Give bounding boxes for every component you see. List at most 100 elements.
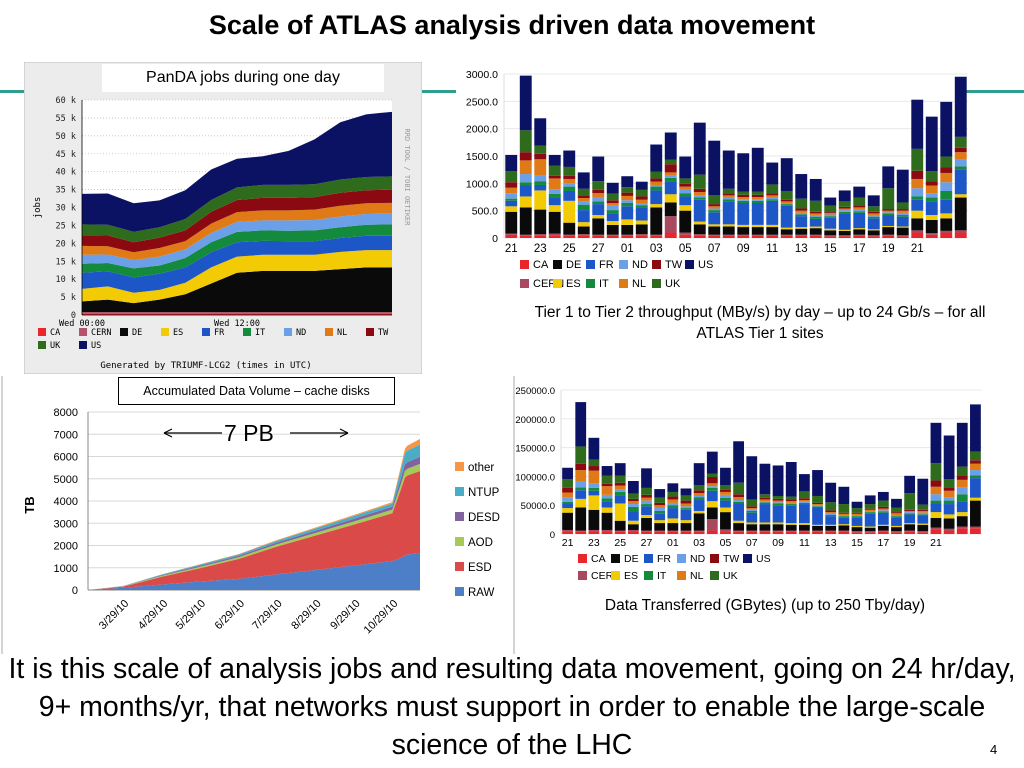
transfer-bar-cern <box>667 530 679 532</box>
tier1-x-tick-label: 05 <box>679 243 692 255</box>
transfer-bar-tw <box>614 482 626 486</box>
transfer-bar-tw <box>904 509 916 511</box>
tier1-bar-de <box>751 227 764 235</box>
tier1-bar-nl <box>795 210 808 213</box>
transfer-legend-label-nl: NL <box>690 570 704 582</box>
tier1-bar-tw <box>679 183 692 187</box>
transfer-bar-us <box>720 467 731 486</box>
tier1-bar-fr <box>809 218 822 227</box>
transfer-bar-uk <box>746 499 758 507</box>
tier1-bar-nd <box>737 199 750 201</box>
tier1-bar-nl <box>896 210 909 213</box>
tier1-bar-uk <box>838 201 851 207</box>
tier1-bar-nd <box>563 183 576 187</box>
tier1-bar-cern <box>621 234 634 236</box>
transfer-bar-fr <box>641 506 652 515</box>
transfer-bar-uk <box>759 494 771 498</box>
transfer-bar-es <box>588 495 600 510</box>
slide-title: Scale of ATLAS analysis driven data move… <box>208 10 816 40</box>
transfer-bar-de <box>772 524 784 531</box>
transfer-bar-ca <box>746 531 758 534</box>
tier1-bar-ca <box>867 236 880 238</box>
tier1-bar-tw <box>693 188 706 193</box>
tier1-bar-fr <box>896 216 909 227</box>
acc-legend-swatch-desd <box>455 512 464 521</box>
transfer-legend-swatch-tw <box>710 554 719 563</box>
page-number: 4 <box>990 742 998 757</box>
tier1-x-tick-label: 01 <box>621 243 634 255</box>
transfer-legend-swatch-cern <box>578 571 587 580</box>
tier1-bar-ca <box>809 235 822 238</box>
tier1-bar-cern <box>722 234 735 236</box>
tier1-bar-de <box>664 202 677 217</box>
transfer-bar-us <box>759 463 771 495</box>
tier1-bar-ca <box>925 234 938 238</box>
tier1-bar-es <box>780 227 793 230</box>
acc-legend-label-esd: ESD <box>468 562 492 574</box>
transfer-bar-fr <box>575 490 587 499</box>
transfer-bar-nd <box>706 486 718 488</box>
tier1-bar-fr <box>940 199 953 214</box>
tier1-bar-nd <box>693 195 706 198</box>
transfer-bar-it <box>970 475 981 479</box>
transfer-bar-tw <box>627 498 639 502</box>
tier1-bar-es <box>954 194 967 198</box>
transfer-bar-ca <box>733 531 745 534</box>
panda-series-es-area <box>82 250 392 304</box>
tier1-bar-fr <box>911 199 924 211</box>
transfer-x-tick-label: 19 <box>904 537 916 549</box>
tier1-bar-nd <box>635 203 648 206</box>
tier1-bar-de <box>679 210 692 233</box>
right-arrow-head-icon <box>339 428 349 438</box>
transfer-bar-ca <box>838 531 850 534</box>
tier1-bar-it <box>896 215 909 217</box>
panda-legend-label-it: IT <box>255 328 265 338</box>
tier1-bar-tw <box>882 209 895 211</box>
tier1-bar-it <box>635 205 648 208</box>
transfer-bar-it <box>825 514 837 517</box>
tier1-x-tick-label: 03 <box>650 243 663 255</box>
panda-y-axis-label: jobs <box>33 197 43 219</box>
transfer-legend-label-uk: UK <box>723 570 738 582</box>
tier1-bar-uk <box>519 130 532 153</box>
transfer-bar-us <box>627 481 639 494</box>
acc-x-tick-label: 3/29/10 <box>97 598 131 632</box>
transfer-x-tick-label: 21 <box>930 537 942 549</box>
transfer-chart-panel: 0 50000.0 100000.0 150000.0 200000.0 250000.0… <box>498 376 998 598</box>
tier1-bar-de <box>722 226 735 235</box>
tier1-legend-swatch-es <box>553 279 562 288</box>
transfer-bar-us <box>956 422 968 467</box>
tier1-bar-it <box>867 216 880 219</box>
transfer-bar-fr <box>562 503 573 509</box>
tier1-legend-swatch-nd <box>619 260 628 269</box>
tier1-bar-ca <box>940 232 953 238</box>
tier1-bar-us <box>621 176 634 188</box>
transfer-bar-nd <box>956 487 968 495</box>
tier1-bar-us <box>809 178 822 201</box>
transfer-legend-swatch-fr <box>644 554 653 563</box>
transfer-bar-us <box>970 404 981 452</box>
tier1-bar-uk <box>664 159 677 165</box>
tier1-bar-ca <box>592 235 605 238</box>
tier1-bar-es <box>737 224 750 228</box>
transfer-bar-ca <box>706 530 718 534</box>
transfer-bar-nl <box>904 510 916 513</box>
tier1-legend-swatch-de <box>553 260 562 269</box>
tier1-bar-nd <box>621 200 634 204</box>
tier1-x-tick-label: 21 <box>505 243 518 255</box>
transfer-bar-nd <box>733 500 745 502</box>
tier1-bar-nl <box>519 160 532 175</box>
transfer-bar-ca <box>851 532 863 534</box>
panda-legend-label-ca: CA <box>50 328 60 338</box>
transfer-bar-es <box>720 507 731 513</box>
tier1-legend-label-nd: ND <box>632 259 648 271</box>
transfer-bar-de <box>891 527 902 532</box>
tier1-bar-es <box>679 205 692 211</box>
transfer-bar-uk <box>720 485 731 490</box>
transfer-x-tick-label: 13 <box>825 537 837 549</box>
transfer-bar-uk <box>904 493 916 510</box>
tier1-bar-it <box>795 214 808 217</box>
transfer-bar-uk <box>588 459 600 467</box>
transfer-bar-ca <box>864 532 876 534</box>
tier1-bar-es <box>505 206 518 212</box>
